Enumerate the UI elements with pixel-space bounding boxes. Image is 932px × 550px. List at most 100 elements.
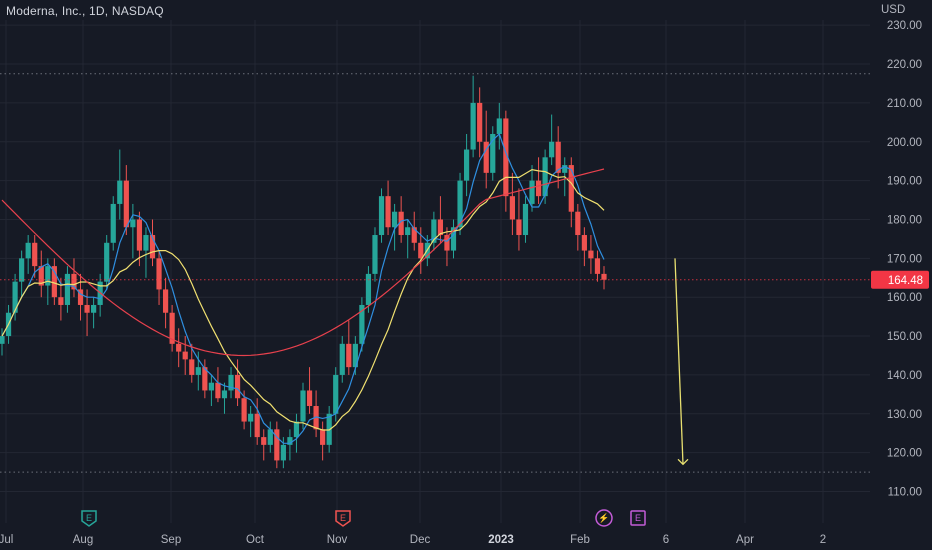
candle-body xyxy=(234,374,241,399)
candle-body xyxy=(588,250,594,259)
candle-body xyxy=(58,297,64,305)
candle-body xyxy=(437,219,444,236)
candle-body xyxy=(470,102,476,150)
candle-body xyxy=(549,141,555,158)
currency-label: USD xyxy=(881,4,906,16)
candle-body xyxy=(516,219,522,236)
x-tick-label: 2 xyxy=(820,534,826,546)
candle-body xyxy=(522,203,529,236)
candle-body xyxy=(84,304,90,313)
candle-body xyxy=(313,406,319,430)
candle-body xyxy=(398,211,404,236)
candle-body xyxy=(483,141,489,173)
candle-body xyxy=(555,141,561,173)
ma-short-line xyxy=(1,132,605,444)
candle-body xyxy=(496,118,502,134)
candle-body xyxy=(215,382,221,399)
candle-body xyxy=(241,398,247,422)
last-price-badge xyxy=(871,270,929,289)
y-tick-label: 210.00 xyxy=(887,98,922,110)
candle-body xyxy=(581,235,587,251)
x-axis: Jul Aug Sep Oct Nov Dec 2023 Feb 6 Apr 2 xyxy=(0,534,826,546)
candle-body xyxy=(300,390,306,422)
candle-body xyxy=(25,242,31,259)
candle-body xyxy=(104,242,110,282)
down-arrow-line xyxy=(674,258,684,465)
candle-body xyxy=(293,421,300,438)
y-tick-label: 190.00 xyxy=(887,176,922,188)
candle-body xyxy=(359,304,365,344)
y-tick-label: 150.00 xyxy=(887,331,922,343)
grid xyxy=(0,20,870,523)
earnings-reported-icon xyxy=(81,510,97,527)
x-tick-label: 2023 xyxy=(488,534,514,546)
candle-body xyxy=(365,273,372,305)
candle-body xyxy=(392,211,398,228)
candle-body xyxy=(254,413,260,438)
candle-body xyxy=(182,351,188,360)
candle-body xyxy=(208,382,214,391)
x-tick-label: Nov xyxy=(327,534,348,546)
candle-body xyxy=(274,429,280,461)
y-tick-label: 140.00 xyxy=(887,370,922,382)
x-tick-label: 6 xyxy=(663,534,669,546)
candle-body xyxy=(463,149,470,181)
y-tick-label: 110.00 xyxy=(888,487,922,499)
candle-body xyxy=(405,227,411,236)
y-tick-label: 180.00 xyxy=(887,214,922,226)
candles xyxy=(0,75,607,469)
candle-body xyxy=(117,180,123,204)
candle-body xyxy=(562,165,568,173)
candle-body xyxy=(51,266,57,298)
dividend-split-icon xyxy=(595,509,613,527)
last-price-value: 164.48 xyxy=(888,275,923,287)
annotations xyxy=(674,258,689,466)
chart-title: Moderna, Inc., 1D, NASDAQ xyxy=(6,4,164,18)
candle-body xyxy=(189,359,195,375)
candle-body xyxy=(91,304,97,313)
candle-body xyxy=(156,258,162,290)
y-tick-label: 120.00 xyxy=(887,448,922,460)
candle-body xyxy=(195,367,201,375)
candle-body xyxy=(280,444,286,461)
x-tick-label: Feb xyxy=(570,534,590,546)
x-tick-label: Sep xyxy=(161,534,181,546)
x-tick-label: Aug xyxy=(73,534,93,546)
candle-body xyxy=(45,266,51,286)
candle-body xyxy=(529,180,535,204)
candle-body xyxy=(535,180,542,197)
down-arrow-head xyxy=(677,458,689,466)
candle-body xyxy=(509,196,515,220)
candle-body xyxy=(372,235,378,274)
candle-body xyxy=(169,312,175,344)
candle-body xyxy=(228,374,234,391)
x-tick-label: Apr xyxy=(736,534,754,546)
candle-body xyxy=(261,437,267,445)
candle-body xyxy=(594,258,601,274)
candle-body xyxy=(575,211,581,236)
y-tick-label: 170.00 xyxy=(887,253,922,265)
candle-body xyxy=(542,157,548,197)
candle-body xyxy=(110,203,116,243)
x-tick-label: Jul xyxy=(0,534,13,546)
candle-body xyxy=(378,196,385,236)
candle-body xyxy=(248,413,254,422)
candle-body xyxy=(38,266,44,286)
candle-body xyxy=(411,227,417,243)
candle-body xyxy=(568,165,574,212)
candle-body xyxy=(339,343,345,375)
x-tick-label: Dec xyxy=(410,534,431,546)
y-tick-label: 200.00 xyxy=(887,137,922,149)
candle-body xyxy=(64,273,71,305)
candle-body xyxy=(457,180,463,228)
earnings-missed-icon xyxy=(335,510,351,527)
candle-body xyxy=(0,336,5,344)
candle-body xyxy=(176,343,182,352)
y-tick-label: 130.00 xyxy=(887,409,922,421)
candle-body xyxy=(490,133,496,173)
last-price-tag: 164.48 xyxy=(0,270,929,289)
candle-body xyxy=(32,242,38,267)
candle-body xyxy=(450,227,457,251)
candle-body xyxy=(71,273,77,290)
